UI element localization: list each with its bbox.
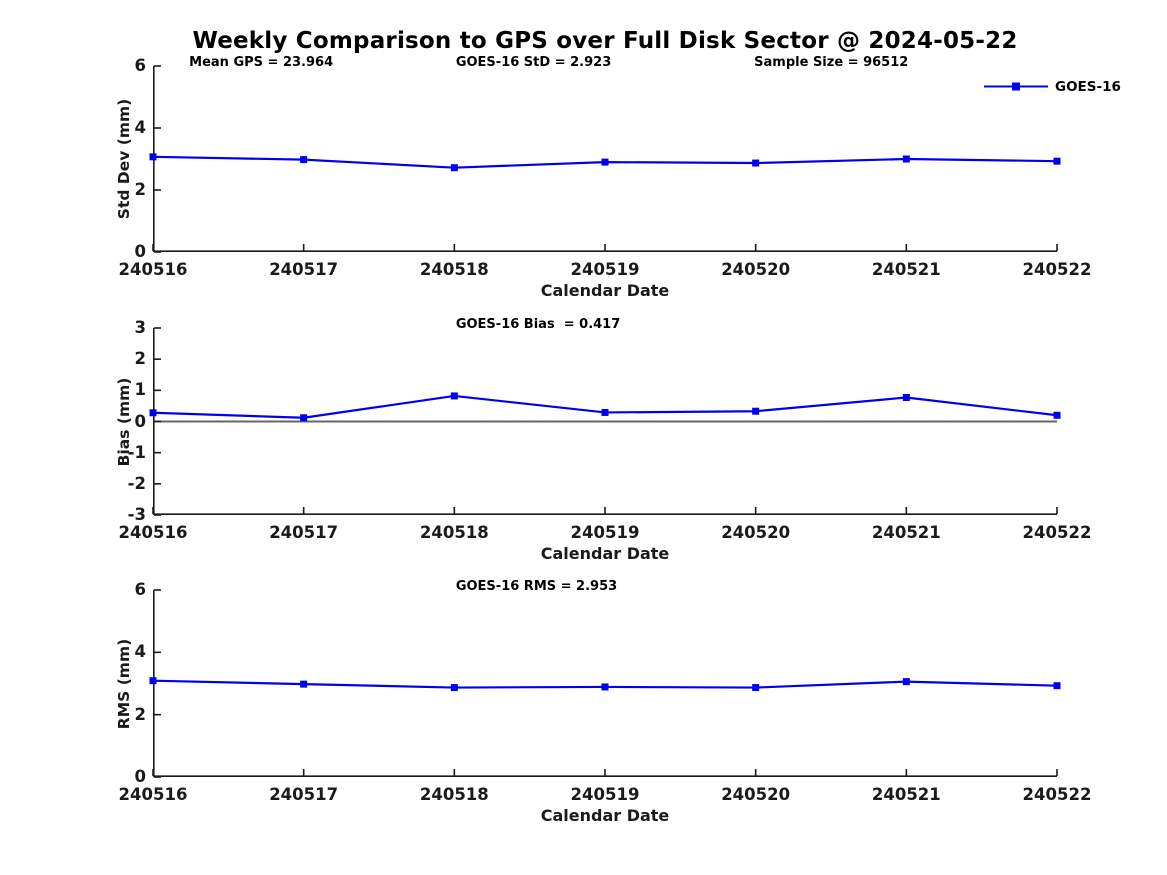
y-tick-label: 2 — [134, 349, 146, 369]
x-tick-label: 240516 — [118, 260, 188, 279]
y-tick-label: 4 — [134, 642, 146, 662]
annotation: GOES-16 StD = 2.923 — [455, 55, 612, 70]
x-tick-label: 240516 — [118, 523, 188, 542]
x-tick-label: 240518 — [419, 523, 489, 542]
x-tick-label: 240520 — [721, 523, 791, 542]
x-tick-label: 240517 — [269, 523, 339, 542]
y-tick-label: -2 — [127, 473, 146, 493]
x-tick-label: 240519 — [570, 523, 640, 542]
annotation: Sample Size = 96512 — [754, 55, 909, 70]
x-tick-label: 240519 — [570, 785, 640, 804]
x-tick-label: 240521 — [871, 785, 941, 804]
x-tick-label: 240519 — [570, 260, 640, 279]
x-tick-label: 240520 — [721, 785, 791, 804]
bias-plot — [149, 327, 1061, 516]
x-axis-label-bias: Calendar Date — [540, 544, 670, 563]
x-axis-label-rms: Calendar Date — [540, 806, 670, 825]
x-axis-label-std-dev: Calendar Date — [540, 281, 670, 300]
chart-title: Weekly Comparison to GPS over Full Disk … — [192, 28, 1018, 54]
y-tick-label: 6 — [134, 580, 146, 599]
x-tick-label: 240518 — [419, 260, 489, 279]
annotation: Mean GPS = 23.964 — [189, 55, 334, 70]
x-tick-label: 240522 — [1022, 523, 1092, 542]
rms-plot — [149, 589, 1061, 778]
x-tick-label: 240521 — [871, 523, 941, 542]
y-tick-label: 2 — [134, 180, 146, 199]
x-tick-label: 240521 — [871, 260, 941, 279]
x-tick-label: 240516 — [118, 785, 188, 804]
y-tick-label: -1 — [127, 442, 146, 462]
x-tick-label: 240522 — [1022, 785, 1092, 804]
y-tick-label: 2 — [134, 704, 146, 724]
x-tick-label: 240517 — [269, 260, 339, 279]
y-tick-label: 1 — [134, 380, 146, 400]
y-axis-label-std-dev: Std Dev (mm) — [115, 98, 133, 220]
x-tick-label: 240518 — [419, 785, 489, 804]
annotation: GOES-16 Bias = 0.417 — [455, 317, 621, 332]
std-dev-plot — [149, 65, 1061, 253]
annotation: GOES-16 RMS = 2.953 — [455, 579, 618, 594]
y-tick-label: -3 — [127, 505, 146, 524]
legend-line-icon — [984, 82, 1048, 91]
y-tick-label: 4 — [134, 118, 146, 137]
legend: GOES-16 — [984, 78, 1121, 95]
x-tick-label: 240522 — [1022, 260, 1092, 279]
legend-label: GOES-16 — [1055, 78, 1121, 95]
y-tick-label: 0 — [134, 767, 146, 786]
y-tick-label: 0 — [134, 242, 146, 261]
y-tick-label: 3 — [134, 318, 146, 337]
y-tick-label: 0 — [134, 411, 146, 431]
x-tick-label: 240520 — [721, 260, 791, 279]
x-tick-label: 240517 — [269, 785, 339, 804]
y-tick-label: 6 — [134, 56, 146, 75]
